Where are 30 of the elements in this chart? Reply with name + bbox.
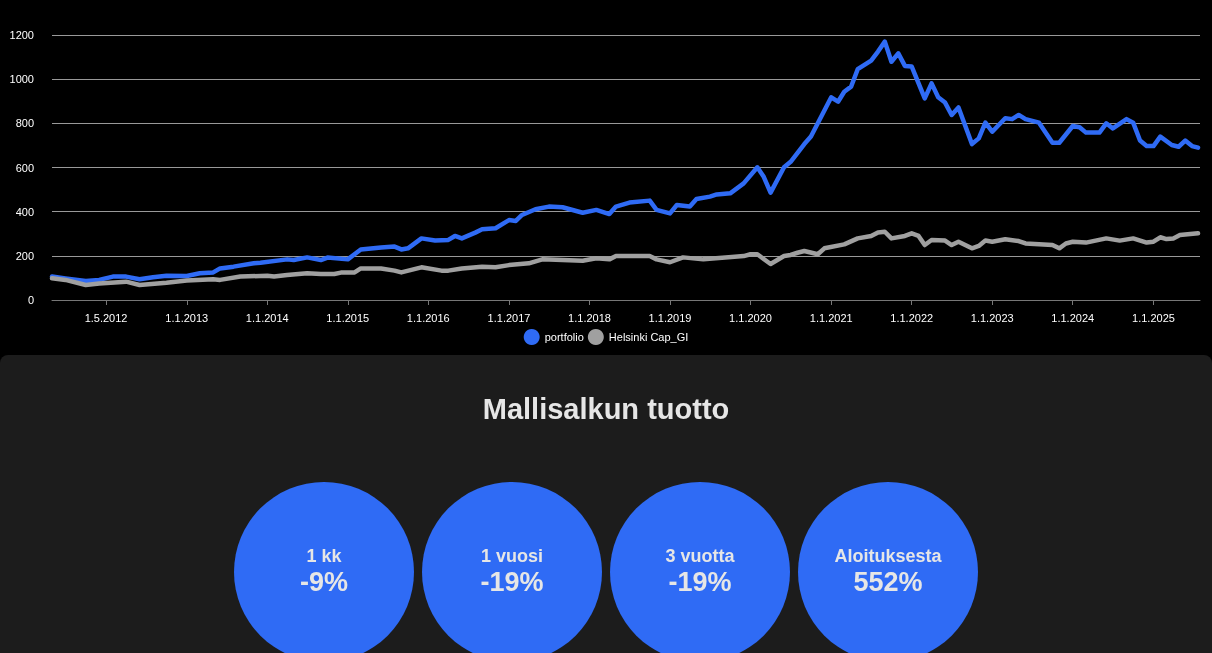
x-tick-label: 1.5.2012: [84, 311, 128, 324]
legend-label: portfolio: [544, 331, 584, 343]
x-tick-label: 1.1.2023: [970, 311, 1014, 324]
x-tick-label: 1.1.2024: [1051, 311, 1095, 324]
y-tick-label: 400: [15, 205, 34, 218]
circle-badge: 1 kk -9%: [234, 482, 414, 653]
x-tick-label: 1.1.2019: [648, 311, 692, 324]
x-tick-label: 1.1.2016: [406, 311, 450, 324]
x-tick-label: 1.1.2014: [245, 311, 289, 324]
y-tick-label: 0: [27, 294, 34, 306]
legend-label: Helsinki Cap_GI: [608, 331, 689, 343]
x-tick-label: 1.1.2013: [165, 311, 209, 324]
x-tick-label: 1.1.2018: [568, 311, 611, 324]
x-tick-label: 1.1.2025: [1132, 311, 1175, 324]
circle-badge: Aloituksesta 552%: [798, 482, 978, 653]
x-tick-label: 1.1.2020: [729, 311, 772, 324]
line-series: [49, 39, 1201, 284]
y-tick-label: 800: [15, 117, 34, 130]
y-tick-label: 600: [15, 161, 34, 174]
x-tick-label: 1.1.2022: [890, 311, 934, 324]
x-tick-label: 1.1.2021: [809, 311, 853, 324]
line-series: [49, 229, 1201, 288]
y-tick-label: 1000: [9, 73, 34, 86]
x-tick-label: 1.1.2015: [326, 311, 370, 324]
text: Mallisalkun tuotto: [481, 393, 731, 426]
y-tick-label: 200: [15, 249, 34, 262]
circle-badge: 1 vuosi -19%: [422, 482, 602, 653]
circle-badge: 3 vuotta -19%: [610, 482, 790, 653]
x-tick-label: 1.1.2017: [487, 311, 531, 324]
y-tick-label: 1200: [9, 29, 34, 41]
